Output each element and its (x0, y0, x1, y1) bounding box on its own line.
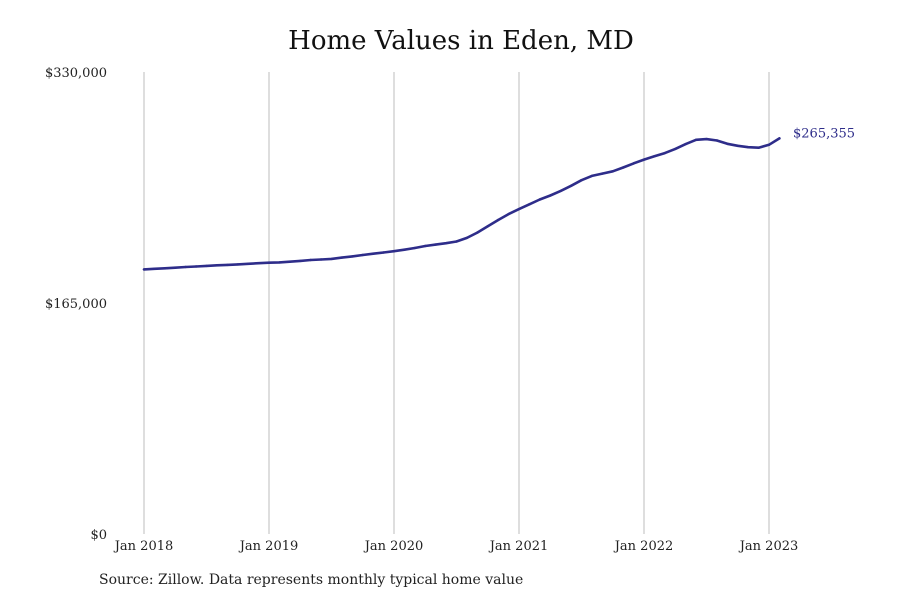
data-point (569, 184, 573, 187)
data-point (674, 147, 677, 151)
data-point (184, 265, 187, 269)
data-point (319, 258, 323, 261)
data-point (705, 137, 708, 141)
data-point (757, 146, 760, 149)
gridlines (143, 72, 770, 534)
data-point (632, 162, 635, 165)
data-point (351, 255, 354, 258)
data-point (205, 264, 208, 268)
data-point (330, 257, 333, 261)
data-point (465, 236, 469, 240)
data-point (538, 198, 541, 201)
x-tick-label: Jan 2021 (488, 539, 549, 554)
data-point (413, 246, 416, 250)
data-point (278, 261, 281, 264)
data-point (622, 166, 625, 169)
data-point (226, 263, 229, 267)
data-point (236, 263, 239, 266)
data-point (747, 146, 750, 149)
data-point (444, 242, 448, 245)
y-tick-label: $0 (90, 528, 107, 543)
data-point (517, 207, 521, 211)
data-point (694, 138, 698, 141)
data-point (653, 155, 656, 158)
data-point (340, 256, 344, 259)
data-point (392, 250, 396, 253)
data-point (361, 253, 364, 257)
data-point (267, 261, 271, 264)
chart-title: Home Values in Eden, MD (288, 26, 634, 56)
data-point (434, 243, 437, 246)
x-tick-label: Jan 2022 (613, 539, 674, 554)
data-point (486, 225, 489, 228)
data-point (476, 231, 479, 234)
data-point (715, 139, 719, 142)
data-point (663, 151, 666, 155)
data-point (215, 264, 219, 267)
end-value-label: $265,355 (793, 126, 855, 141)
data-point (507, 212, 510, 216)
data-point (455, 240, 458, 243)
data-point (497, 218, 500, 222)
data-point (257, 262, 260, 265)
data-point (726, 142, 729, 145)
data-point (684, 142, 687, 146)
data-point (549, 194, 552, 197)
data-point (528, 203, 531, 206)
data-point (403, 248, 406, 251)
y-tick-label: $330,000 (45, 66, 107, 81)
data-point (288, 260, 291, 263)
y-tick-label: $165,000 (45, 297, 107, 312)
x-tick-label: Jan 2019 (238, 539, 299, 554)
x-tick-label: Jan 2018 (113, 539, 174, 554)
data-point (424, 244, 427, 248)
data-point (601, 172, 604, 175)
data-point (142, 268, 146, 271)
data-point (163, 267, 166, 270)
series-layer: $265,355 (142, 126, 855, 271)
source-note: Source: Zillow. Data represents monthly … (99, 572, 524, 588)
data-point (372, 252, 375, 255)
data-point (778, 137, 781, 140)
data-point (174, 266, 177, 269)
data-point (767, 143, 771, 146)
axis-labels: Jan 2018 Jan 2019 Jan 2020 Jan 2021 Jan 2022… (45, 66, 798, 554)
series-line (142, 137, 781, 271)
data-point (153, 267, 156, 270)
data-point (736, 144, 739, 147)
x-tick-label: Jan 2020 (363, 539, 424, 554)
data-point (299, 259, 302, 263)
x-tick-label: Jan 2023 (738, 539, 799, 554)
data-point (309, 258, 312, 262)
data-point (194, 265, 198, 268)
data-point (559, 189, 562, 193)
data-point (247, 262, 250, 265)
data-point (611, 170, 614, 173)
data-point (642, 158, 646, 161)
data-point (590, 174, 594, 178)
data-point (580, 179, 583, 182)
data-point (382, 251, 385, 254)
